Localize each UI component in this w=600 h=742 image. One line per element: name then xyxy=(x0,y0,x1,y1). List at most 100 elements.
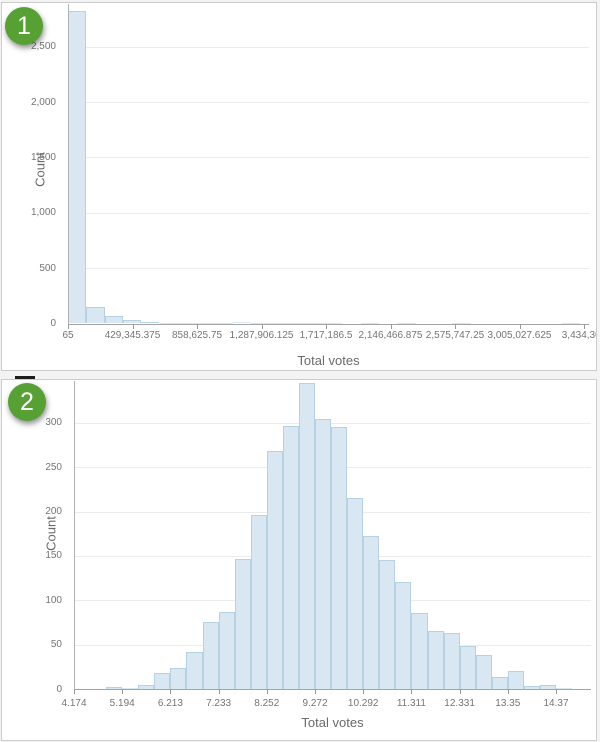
histogram-bar xyxy=(379,559,396,689)
y-axis-title: Count xyxy=(43,516,59,551)
histogram-bar xyxy=(159,322,178,324)
x-axis-title: Total votes xyxy=(297,353,360,368)
y-tick-label: 250 xyxy=(45,461,62,473)
histogram-bar xyxy=(491,676,508,689)
histogram-bar xyxy=(562,323,581,324)
x-axis-title: Total votes xyxy=(301,715,364,730)
x-tick-label: 3,434,308 xyxy=(561,329,596,341)
x-tick-mark xyxy=(390,323,392,329)
y-tick-label: 2,000 xyxy=(30,96,56,108)
x-tick-mark xyxy=(68,323,69,329)
histogram-bar xyxy=(411,612,428,689)
y-tick-label: 1,500 xyxy=(30,151,56,163)
histogram-bar xyxy=(347,498,364,689)
histogram-bar xyxy=(459,646,476,689)
histogram-bar xyxy=(196,323,215,324)
histogram-panel-2: Count Total votes 0 50 100 150 200 250 300 4.17… xyxy=(1,379,597,741)
histogram-bar xyxy=(287,323,306,324)
histogram-bar xyxy=(250,515,267,689)
gridline xyxy=(68,46,589,48)
x-tick-label: 12.331 xyxy=(444,698,475,709)
x-tick-mark xyxy=(266,689,268,694)
histogram-bar xyxy=(363,536,380,689)
histogram-bar xyxy=(68,11,87,324)
step-badge-1: 1 xyxy=(5,7,43,45)
x-tick-mark xyxy=(197,323,198,329)
histogram-bar xyxy=(523,686,541,689)
x-tick-label: 11.311 xyxy=(396,698,426,709)
histogram-bar xyxy=(177,322,197,324)
x-tick-mark xyxy=(363,689,365,694)
histogram-bar xyxy=(395,581,412,689)
gridline xyxy=(68,102,589,104)
x-tick-label: 3,005,027.625 xyxy=(487,329,552,341)
y-tick-label: 0 xyxy=(56,683,62,695)
x-tick-mark xyxy=(261,323,263,329)
x-tick-mark xyxy=(74,689,75,694)
x-tick-label: 429,345.375 xyxy=(104,329,161,341)
gridline xyxy=(74,422,591,424)
histogram-bar xyxy=(86,307,105,324)
histogram-bar xyxy=(452,323,471,324)
x-tick-mark xyxy=(326,323,327,329)
y-tick-label: 2,500 xyxy=(30,41,56,53)
y-tick-label: 1,000 xyxy=(30,207,56,219)
x-tick-label: 7.233 xyxy=(206,698,232,709)
y-axis-line xyxy=(68,4,69,324)
histogram-bar xyxy=(443,633,460,689)
histogram-bar xyxy=(360,323,380,324)
x-tick-mark xyxy=(411,689,413,694)
histogram-bar xyxy=(106,687,123,689)
histogram-bar xyxy=(266,451,283,689)
histogram-bar xyxy=(540,685,557,689)
x-tick-label: 10.292 xyxy=(347,698,379,709)
histogram-bar xyxy=(214,323,233,324)
x-axis-line xyxy=(74,689,591,690)
histogram-bar xyxy=(122,319,142,324)
x-tick-label: 9.272 xyxy=(302,698,328,709)
x-tick-label: 2,575,747.25 xyxy=(425,329,485,341)
x-tick-mark xyxy=(519,323,521,329)
x-tick-mark xyxy=(459,689,461,694)
histogram-bar xyxy=(305,323,325,324)
x-tick-label: 858,625.75 xyxy=(171,329,223,341)
x-tick-label: 4.174 xyxy=(61,698,87,709)
histogram-bar xyxy=(298,383,316,689)
x-tick-label: 5.194 xyxy=(109,698,135,709)
histogram-bar xyxy=(170,667,187,689)
y-tick-label: 100 xyxy=(45,594,62,606)
x-tick-label: 13.35 xyxy=(495,698,521,709)
x-tick-mark xyxy=(556,689,557,694)
histogram-bar xyxy=(282,425,299,689)
y-tick-label: 200 xyxy=(45,506,62,518)
x-tick-mark xyxy=(455,323,456,329)
histogram-bar xyxy=(218,611,235,689)
histogram-bar xyxy=(251,323,270,324)
x-tick-label: 65 xyxy=(62,329,74,341)
histogram-bar xyxy=(154,673,171,689)
histogram-bar xyxy=(104,316,123,324)
x-tick-label: 1,287,906.125 xyxy=(229,329,294,341)
y-tick-label: 150 xyxy=(45,550,62,562)
x-tick-label: 2,146,466.875 xyxy=(358,329,423,341)
histogram-bar xyxy=(232,322,251,324)
x-tick-mark xyxy=(170,689,172,694)
y-axis-line xyxy=(74,381,75,689)
x-tick-label: 1,717,186.5 xyxy=(299,329,353,341)
y-tick-label: 300 xyxy=(45,417,62,429)
histogram-bar xyxy=(331,427,348,689)
histogram-panel-1: Count Total votes 0 500 1,000 1,500 2,000 2,5… xyxy=(1,2,597,371)
histogram-bar xyxy=(202,622,219,689)
y-tick-label: 0 xyxy=(50,318,56,329)
x-tick-mark xyxy=(122,689,124,694)
histogram-bar xyxy=(427,631,444,689)
histogram-bar xyxy=(234,558,251,689)
x-tick-mark xyxy=(315,689,316,694)
histogram-bar xyxy=(269,323,288,324)
step-badge-2: 2 xyxy=(8,383,46,421)
y-axis-title: Count xyxy=(32,152,48,187)
x-tick-mark xyxy=(132,323,134,329)
histogram-bar xyxy=(475,655,492,689)
histogram-bar xyxy=(186,651,203,689)
